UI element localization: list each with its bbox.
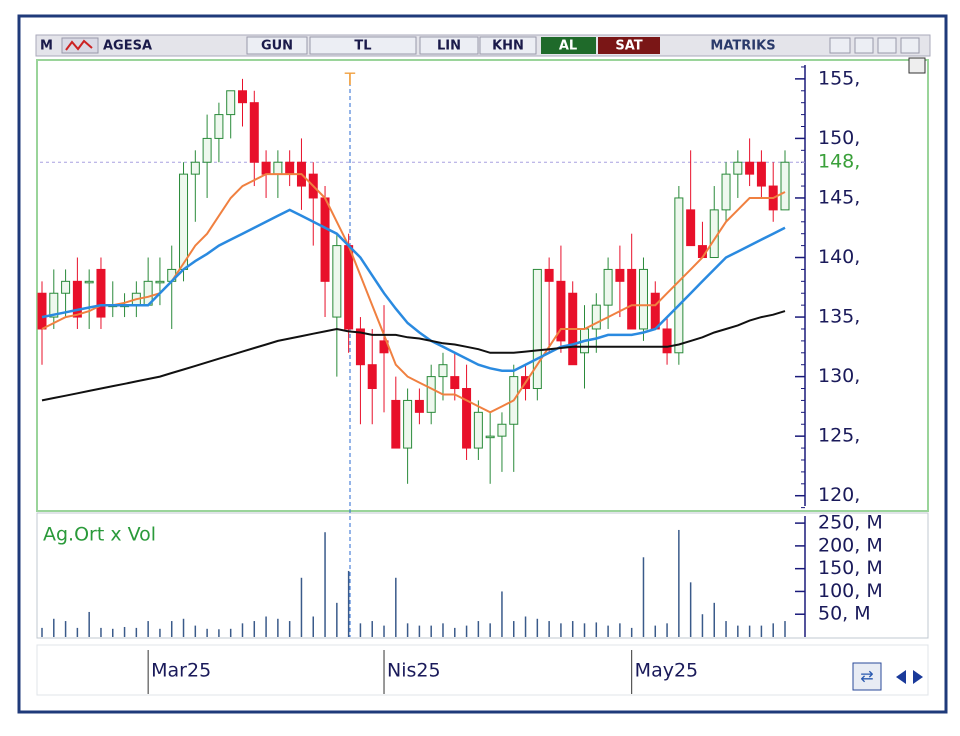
candle-body: [485, 435, 495, 439]
candle-body: [403, 399, 413, 449]
symbol[interactable]: AGESA: [103, 39, 152, 54]
candle-body: [721, 173, 731, 211]
sell[interactable]: SAT: [615, 39, 642, 54]
candle-body: [214, 114, 224, 139]
candle-body: [320, 197, 330, 282]
candle-body: [615, 268, 625, 282]
candle-body: [733, 161, 743, 175]
candle-body: [332, 245, 342, 318]
y-tick-label: 150,: [818, 127, 860, 149]
candle-body: [426, 376, 436, 413]
candle-body: [237, 90, 247, 104]
y-tick-label: 125,: [818, 425, 860, 447]
cursor-label: T: [344, 70, 356, 90]
candle-body: [462, 388, 472, 449]
volume-tick-label: 50, M: [818, 603, 871, 625]
y-tick-label: 140,: [818, 246, 860, 268]
x-tick-label: Mar25: [151, 660, 211, 682]
y-tick-label: 135,: [818, 306, 860, 328]
last-price-box: [812, 151, 870, 174]
brand: MATRIKS: [710, 39, 775, 54]
candle-body: [72, 280, 82, 318]
candle-body: [37, 292, 47, 330]
candle-body: [650, 292, 660, 330]
scale[interactable]: LIN: [437, 39, 461, 54]
logo: M: [40, 39, 53, 54]
candle-body: [627, 268, 637, 330]
mode[interactable]: KHN: [492, 39, 524, 54]
time-axis: [36, 644, 929, 696]
menu-button[interactable]: [829, 37, 851, 54]
sync-button[interactable]: [852, 662, 882, 691]
volume-tick-label: 150, M: [818, 557, 883, 579]
candle-body: [226, 90, 236, 116]
candle-body: [190, 161, 200, 175]
buy-button[interactable]: [541, 37, 596, 54]
panel-button[interactable]: [908, 57, 926, 74]
moving-average: [41, 208, 786, 372]
candle-body: [61, 280, 71, 294]
scroll-right[interactable]: [913, 670, 923, 684]
candle-body: [367, 364, 377, 390]
candle-body: [638, 268, 648, 330]
candle-body: [202, 137, 212, 163]
x-tick-label: May25: [635, 660, 698, 682]
candle-body: [674, 197, 684, 354]
candle-body: [438, 364, 448, 378]
candle-body: [96, 268, 106, 318]
buy[interactable]: AL: [559, 39, 577, 54]
candle-body: [84, 280, 94, 284]
candle-body: [591, 304, 601, 330]
candle-body: [179, 173, 189, 270]
candle-body: [756, 161, 766, 187]
minimize-button[interactable]: [854, 37, 874, 54]
candle-body: [603, 268, 613, 306]
close-button[interactable]: [900, 37, 920, 54]
candle-body: [497, 423, 507, 437]
button[interactable]: [419, 36, 479, 55]
x-tick-label: Nis25: [387, 660, 441, 682]
y-tick-label: 145,: [818, 186, 860, 208]
candle-body: [662, 328, 672, 354]
candle-body: [686, 209, 696, 247]
volume-tick-label: 200, M: [818, 534, 883, 556]
candle-body: [391, 399, 401, 449]
candle-body: [273, 161, 283, 175]
candle-body: [49, 292, 59, 318]
candle-body: [155, 280, 165, 284]
candle-body: [745, 161, 755, 175]
button[interactable]: [246, 36, 308, 55]
icon-graph: [65, 39, 93, 51]
last-price-label: 148,: [818, 151, 860, 173]
sync-icon: ⇄: [860, 667, 873, 686]
candle-body: [450, 376, 460, 390]
candle-body: [414, 399, 424, 413]
button[interactable]: [309, 36, 417, 55]
button[interactable]: [479, 36, 537, 55]
y-tick-label: 155,: [818, 67, 860, 89]
period[interactable]: GUN: [261, 39, 293, 54]
candle-body: [556, 280, 566, 342]
volume-tick-label: 100, M: [818, 580, 883, 602]
y-tick-label: 130,: [818, 365, 860, 387]
candle-body: [780, 161, 790, 211]
scroll-left[interactable]: [896, 670, 906, 684]
candle-body: [249, 102, 259, 163]
candle-body: [261, 161, 271, 175]
moving-average: [41, 310, 786, 402]
volume-tick-label: 250, M: [818, 512, 883, 534]
maximize-button[interactable]: [877, 37, 897, 54]
candle-body: [544, 268, 554, 282]
y-tick-label: 120,: [818, 484, 860, 506]
volume-label: Ag.Ort x Vol: [43, 524, 156, 546]
volume-panel: [36, 512, 929, 639]
candle-body: [473, 411, 483, 449]
candle-body: [355, 328, 365, 366]
sell-button[interactable]: [598, 37, 660, 54]
candle-body: [344, 245, 354, 330]
candle-body: [285, 161, 295, 175]
candle-body: [532, 268, 542, 390]
currency[interactable]: TL: [354, 39, 371, 54]
